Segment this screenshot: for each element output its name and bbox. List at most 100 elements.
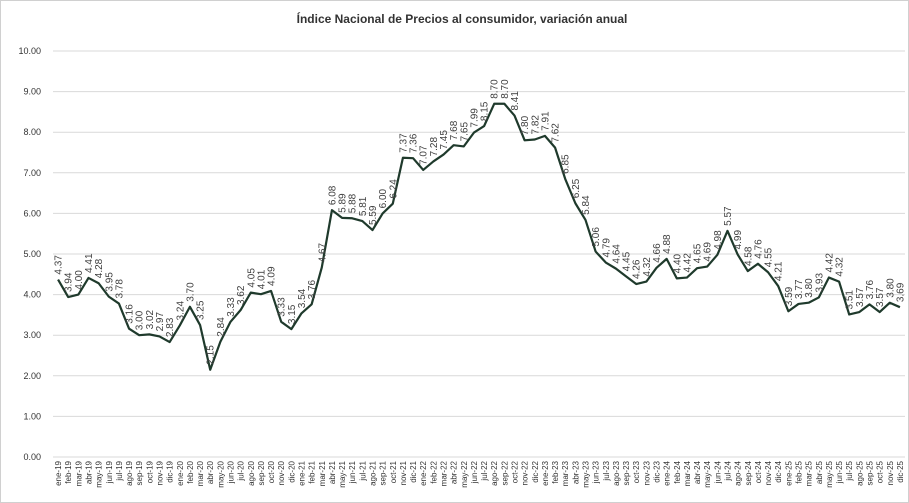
x-tick-label: mar-25 <box>805 460 814 486</box>
data-label: 4.32 <box>642 257 653 277</box>
data-label: 4.26 <box>632 259 643 279</box>
x-tick-label: dic-20 <box>287 460 296 482</box>
data-label: 4.88 <box>662 234 673 254</box>
x-tick-label: may-24 <box>703 460 712 487</box>
x-tick-label: ago-19 <box>125 460 134 485</box>
data-label: 3.57 <box>855 287 866 307</box>
data-label: 5.81 <box>358 196 369 216</box>
x-tick-label: may-20 <box>216 460 225 487</box>
data-label: 4.42 <box>682 253 693 273</box>
data-label: 3.54 <box>297 288 308 308</box>
x-tick-label: sep-22 <box>500 460 509 485</box>
x-tick-label: ene-23 <box>541 460 550 485</box>
y-tick-label: 1.00 <box>23 411 41 421</box>
data-label: 3.93 <box>814 273 825 293</box>
data-label: 7.65 <box>459 122 470 142</box>
y-tick-label: 6.00 <box>23 208 41 218</box>
x-tick-label: ago-21 <box>369 460 378 485</box>
x-tick-label: may-22 <box>460 460 469 487</box>
x-tick-label: abr-24 <box>693 460 702 484</box>
data-label: 4.76 <box>753 239 764 259</box>
x-tick-label: nov-25 <box>886 460 895 485</box>
data-label: 3.77 <box>794 279 805 299</box>
data-label: 8.70 <box>500 79 511 99</box>
x-tick-label: oct-21 <box>389 460 398 483</box>
x-tick-label: abr-25 <box>815 460 824 484</box>
x-tick-label: sep-21 <box>379 460 388 485</box>
data-label: 3.94 <box>64 272 75 292</box>
x-tick-label: sep-20 <box>257 460 266 485</box>
data-label: 4.42 <box>824 253 835 273</box>
data-label: 3.24 <box>175 301 186 321</box>
y-tick-label: 5.00 <box>23 249 41 259</box>
x-tick-label: jul-25 <box>845 460 854 481</box>
data-label: 7.45 <box>439 130 450 150</box>
x-tick-label: jun-22 <box>470 460 479 484</box>
data-label: 2.84 <box>216 317 227 337</box>
data-label: 4.40 <box>672 253 683 273</box>
data-label: 7.28 <box>429 137 440 157</box>
x-tick-label: nov-19 <box>156 460 165 485</box>
y-tick-label: 3.00 <box>23 330 41 340</box>
x-tick-label: jul-23 <box>602 460 611 481</box>
data-label: 3.57 <box>875 287 886 307</box>
x-tick-label: sep-24 <box>744 460 753 485</box>
data-label: 3.78 <box>114 279 125 299</box>
x-tick-label: feb-23 <box>551 460 560 483</box>
data-label: 3.00 <box>135 310 146 330</box>
x-tick-label: mar-23 <box>561 460 570 486</box>
x-tick-label: jul-24 <box>724 460 733 481</box>
data-label: 3.02 <box>145 309 156 329</box>
x-tick-label: jun-20 <box>227 460 236 484</box>
data-label: 6.00 <box>378 188 389 208</box>
x-tick-label: mar-24 <box>683 460 692 486</box>
data-label: 4.64 <box>611 244 622 264</box>
data-label: 3.95 <box>104 272 115 292</box>
data-label: 3.69 <box>895 282 906 302</box>
data-label: 6.25 <box>571 178 582 198</box>
x-tick-label: oct-19 <box>145 460 154 483</box>
data-label: 7.07 <box>419 145 430 165</box>
x-tick-label: oct-23 <box>632 460 641 483</box>
x-tick-label: dic-23 <box>653 460 662 482</box>
data-label: 2.97 <box>155 312 166 332</box>
data-label: 5.88 <box>348 193 359 213</box>
data-label: 4.66 <box>652 243 663 263</box>
line-series <box>57 102 901 371</box>
x-tick-label: ene-20 <box>176 460 185 485</box>
x-tick-label: mar-22 <box>440 460 449 486</box>
data-label: 3.80 <box>885 278 896 298</box>
x-tick-label: nov-24 <box>764 460 773 485</box>
x-tick-label: abr-22 <box>450 460 459 484</box>
x-tick-label: sep-19 <box>135 460 144 485</box>
data-label: 7.82 <box>530 115 541 135</box>
data-label: 6.24 <box>388 179 399 199</box>
data-label: 3.80 <box>804 278 815 298</box>
x-tick-label: dic-24 <box>774 460 783 482</box>
chart-title: Índice Nacional de Precios al consumidor… <box>297 11 628 26</box>
x-tick-label: may-23 <box>582 460 591 487</box>
y-tick-label: 9.00 <box>23 87 41 97</box>
data-label: 8.70 <box>490 79 501 99</box>
data-label: 7.80 <box>520 115 531 135</box>
x-tick-label: oct-25 <box>876 460 885 483</box>
x-tick-label: ene-22 <box>419 460 428 485</box>
data-label: 6.08 <box>327 185 338 205</box>
data-label: 3.16 <box>125 304 136 324</box>
data-label: 7.99 <box>469 108 480 128</box>
data-label: 4.01 <box>256 269 267 289</box>
y-tick-label: 0.00 <box>23 452 41 462</box>
x-tick-label: jun-25 <box>835 460 844 484</box>
data-label: 3.59 <box>784 286 795 306</box>
y-tick-label: 4.00 <box>23 290 41 300</box>
x-tick-label: ago-22 <box>490 460 499 485</box>
data-label: 8.15 <box>480 101 491 121</box>
data-label: 4.58 <box>743 246 754 266</box>
data-label: 4.32 <box>835 257 846 277</box>
x-tick-label: ago-20 <box>247 460 256 485</box>
data-label: 2.83 <box>165 317 176 337</box>
x-tick-label: nov-22 <box>521 460 530 485</box>
x-tick-label: abr-23 <box>571 460 580 484</box>
